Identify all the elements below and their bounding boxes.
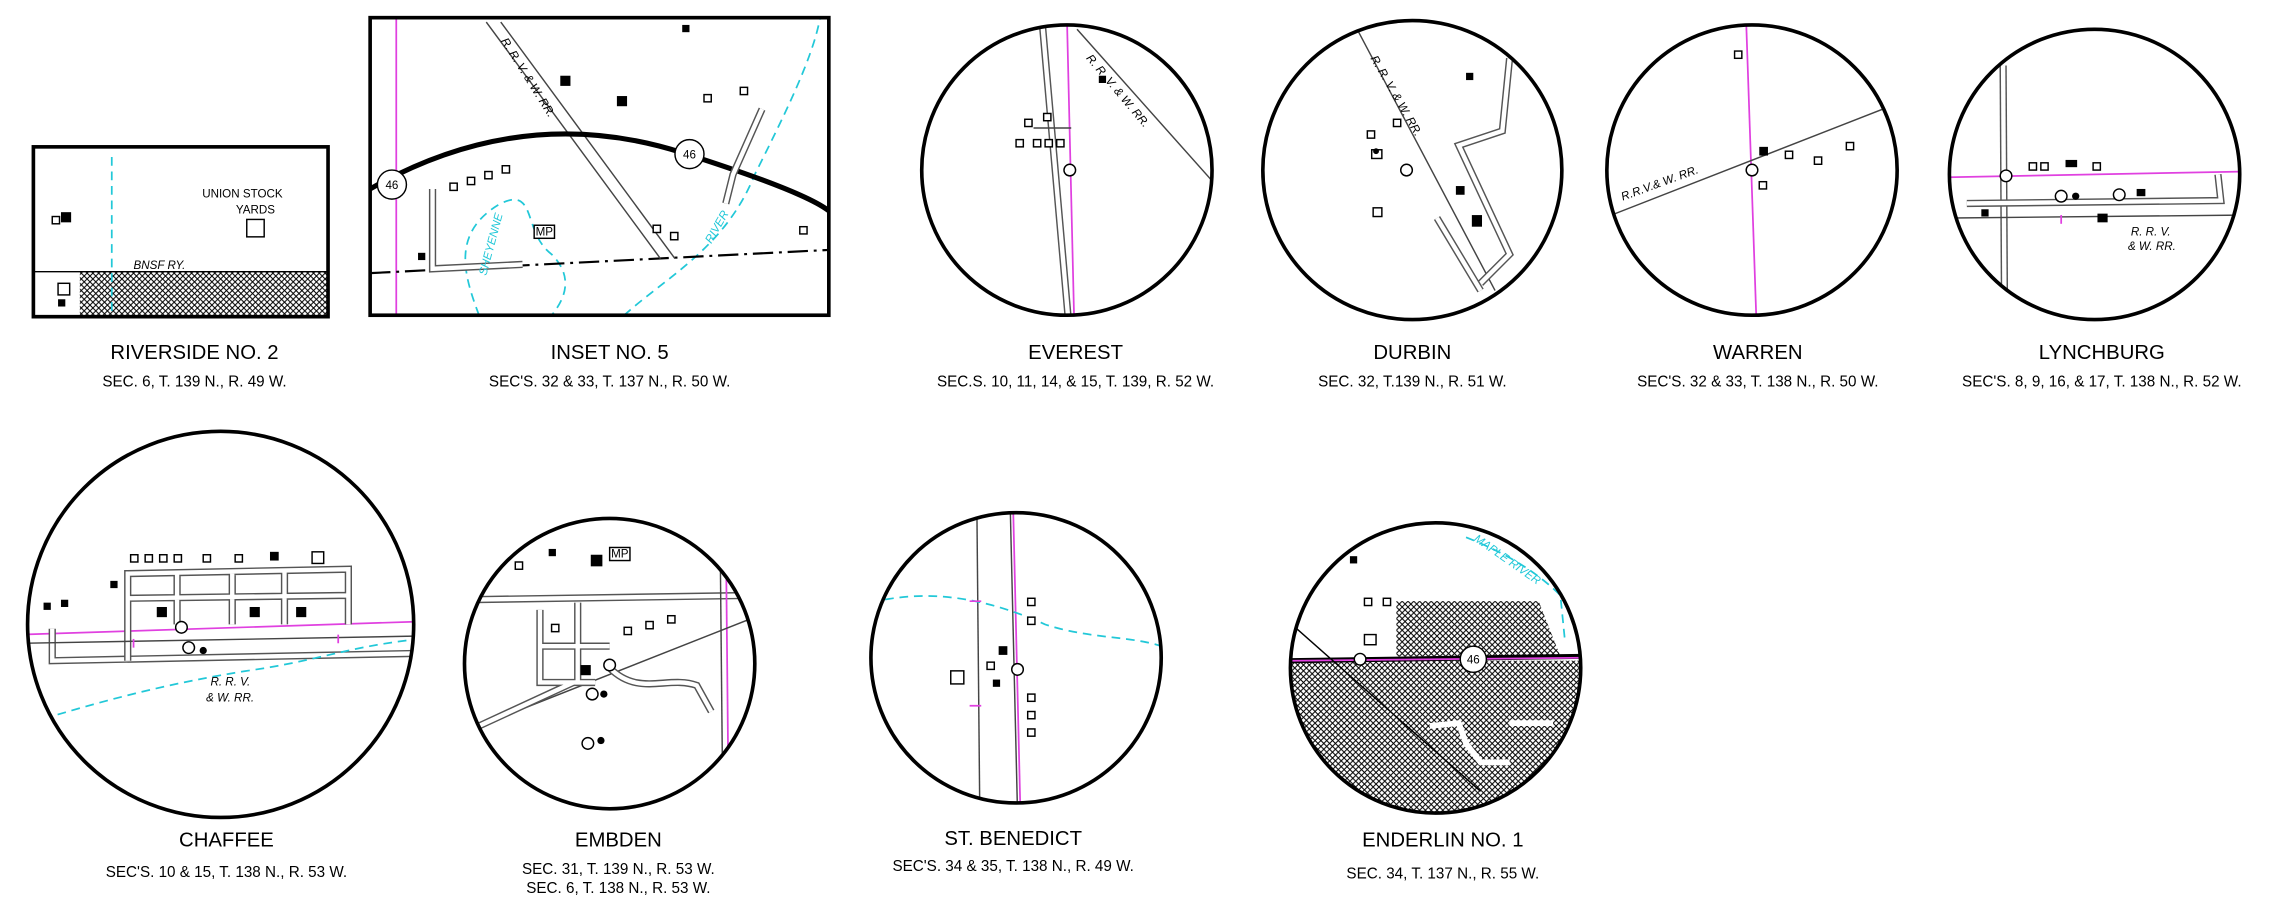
inset-title: WARREN <box>1713 342 1803 364</box>
map-label: & W. RR. <box>2128 240 2176 253</box>
inset-subtitle: SEC. 31, T. 139 N., R. 53 W. <box>522 861 715 878</box>
inset-everest: R. R. V. & W. RR. EVEREST SEC.S. 10, 11,… <box>919 23 1214 390</box>
inset-subtitle: SEC.S. 10, 11, 14, & 15, T. 139, R. 52 W… <box>937 373 1214 390</box>
inset-subtitle: SEC'S. 32 & 33, T. 138 N., R. 50 W. <box>1637 373 1878 390</box>
map-label: MP <box>536 225 554 238</box>
map-label: R. R. V. & W. RR. <box>498 36 557 120</box>
map-label: 46 <box>683 148 696 161</box>
map-label: MP <box>611 548 629 561</box>
inset-subtitle: SEC'S. 8, 9, 16, & 17, T. 138 N., R. 52 … <box>1962 373 2242 390</box>
inset-durbin: R. R. V. & W. RR. DURBIN SEC. 32, T.139 … <box>1261 18 1564 390</box>
inset-enderlin: 46 MAPLE RIVER ENDERLIN NO. 1 SEC. 34, T… <box>1288 520 1583 882</box>
map-label: UNION STOCK <box>202 188 283 201</box>
map-label: R. R. V. <box>2131 225 2171 238</box>
inset-subtitle: SEC. 34, T. 137 N., R. 55 W. <box>1346 865 1539 882</box>
inset-chaffee: R. R. V. & W. RR. CHAFFEE SEC'S. 10 & 15… <box>25 429 416 881</box>
inset-title: LYNCHBURG <box>2039 342 2165 364</box>
inset-subtitle: SEC'S. 10 & 15, T. 138 N., R. 53 W. <box>106 864 347 881</box>
map-label: BNSF RY. <box>134 259 186 272</box>
inset-title: CHAFFEE <box>179 829 274 851</box>
inset-embden: MP EMBDEN SEC. 31, T. 139 N., R. 53 W. S… <box>462 516 757 897</box>
inset-warren: R.R.V.& W. RR. WARREN SEC'S. 32 & 33, T.… <box>1605 23 1899 390</box>
inset-riverside: UNION STOCK YARDS BNSF RY. RIVERSIDE NO.… <box>31 145 330 390</box>
inset-title: RIVERSIDE NO. 2 <box>110 342 278 364</box>
inset-subtitle: SEC. 6, T. 139 N., R. 49 W. <box>102 373 286 390</box>
inset-subtitle: SEC'S. 34 & 35, T. 138 N., R. 49 W. <box>892 858 1133 875</box>
inset-title: DURBIN <box>1373 342 1451 364</box>
inset-title: EVEREST <box>1028 342 1123 364</box>
inset-5: R. R. V. & W. RR. 46 46 MP SHEYENNE RIVE… <box>368 15 831 390</box>
map-label: R. R. V. <box>210 675 250 688</box>
inset-subtitle: SEC. 6, T. 138 N., R. 53 W. <box>526 880 710 897</box>
inset-title: INSET NO. 5 <box>551 342 669 364</box>
map-label: & W. RR. <box>206 691 254 704</box>
map-label: YARDS <box>236 204 275 217</box>
map-label: 46 <box>385 179 398 192</box>
inset-subtitle: SEC'S. 32 & 33, T. 137 N., R. 50 W. <box>489 373 730 390</box>
inset-subtitle: SEC. 32, T.139 N., R. 51 W. <box>1318 373 1507 390</box>
inset-title: ENDERLIN NO. 1 <box>1362 829 1523 851</box>
inset-title: ST. BENEDICT <box>944 828 1082 850</box>
map-label: 46 <box>1467 654 1480 667</box>
map-label: RIVER <box>703 208 732 246</box>
map-label: R.R.V.& W. RR. <box>1619 163 1700 203</box>
inset-st-benedict: ST. BENEDICT SEC'S. 34 & 35, T. 138 N., … <box>869 510 1164 875</box>
inset-title: EMBDEN <box>575 829 662 851</box>
map-label: R. R. V. & W. RR. <box>1083 52 1151 130</box>
inset-lynchburg: R. R. V. & W. RR. LYNCHBURG SEC'S. 8, 9,… <box>1947 27 2242 390</box>
